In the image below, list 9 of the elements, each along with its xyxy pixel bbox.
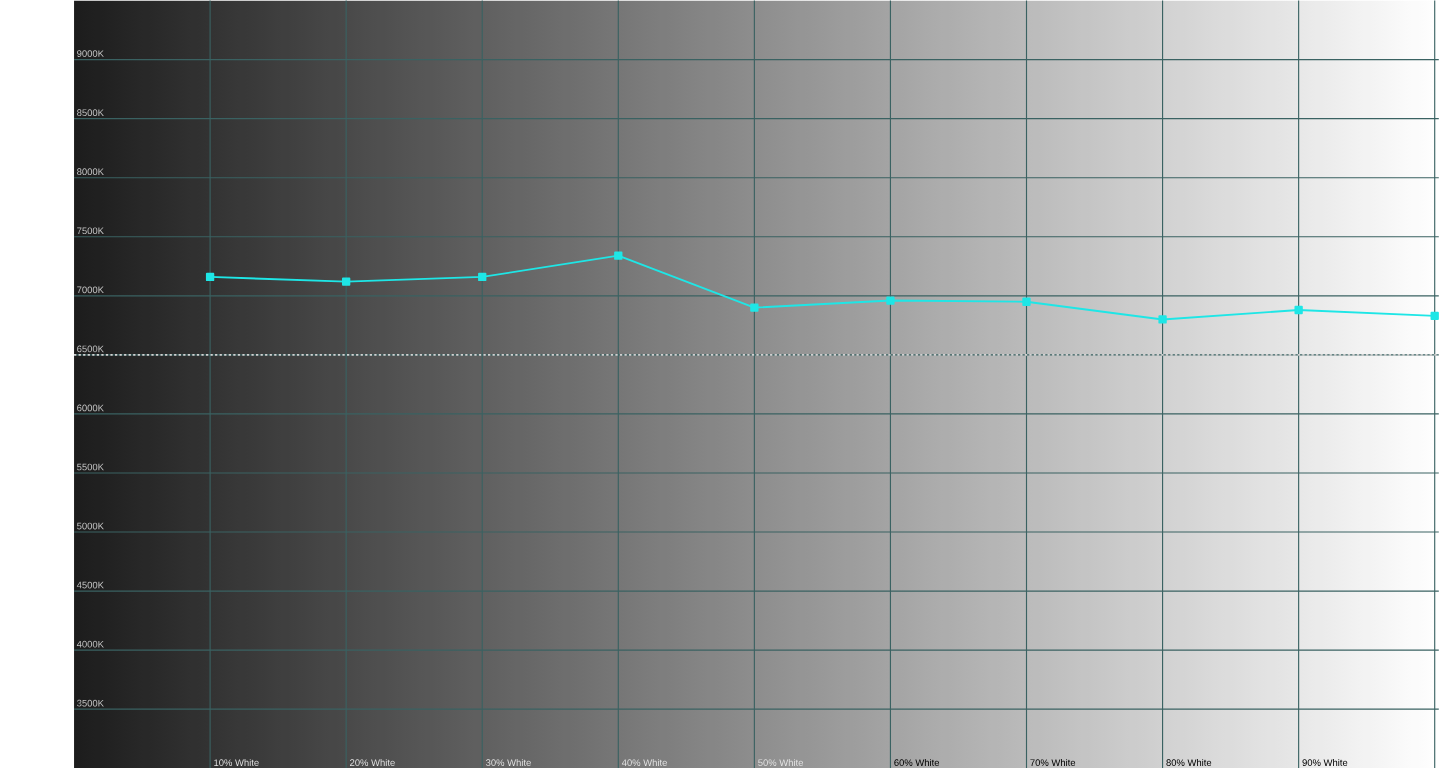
- point: [1022, 297, 1031, 306]
- point: [750, 303, 759, 312]
- point: [205, 272, 215, 281]
- point: [1158, 314, 1167, 324]
- point: [478, 272, 487, 281]
- point: [1294, 305, 1303, 314]
- point: [886, 295, 895, 305]
- point: [614, 251, 623, 260]
- point: [341, 277, 351, 286]
